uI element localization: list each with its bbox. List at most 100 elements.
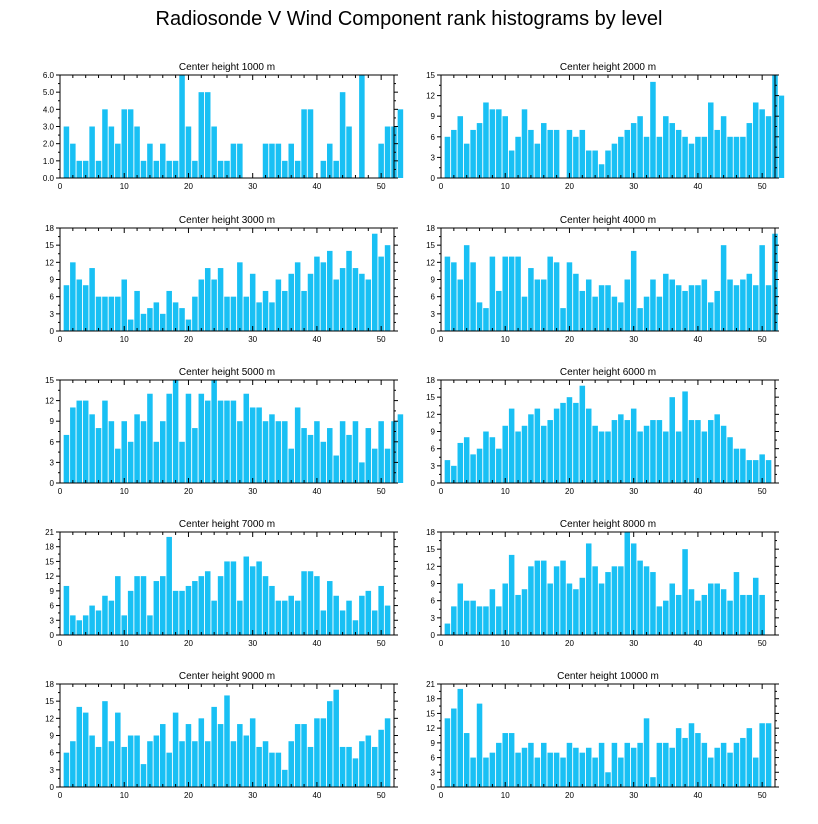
histogram-bar [359,75,365,178]
x-tick-label: 30 [248,639,257,648]
histogram-bar [463,600,470,635]
y-tick-label: 2.0 [43,140,55,149]
histogram-bar [185,724,192,787]
y-tick-label: 5.0 [43,88,55,97]
y-tick-label: 15 [426,71,435,80]
histogram-bar [579,385,586,483]
histogram-bar [102,296,108,331]
y-tick-label: 3 [431,768,436,777]
histogram-bar [566,583,573,635]
y-tick-label: 15 [45,697,54,706]
panel-title: Center height 1000 m [179,62,275,73]
histogram-bar [95,428,102,483]
histogram-bar [476,703,483,787]
histogram-bar [211,380,217,483]
histogram-bar [682,391,688,483]
histogram-bar [230,400,237,483]
x-tick-label: 20 [565,791,574,800]
histogram-bar [457,116,464,178]
histogram-bar [288,143,294,178]
histogram-bar [262,143,269,178]
histogram-bar [282,160,288,178]
y-tick-label: 21 [45,528,54,537]
histogram-bar [759,245,765,331]
histogram-bar [483,431,489,483]
histogram-bar [243,556,250,635]
histogram-bar [121,746,127,787]
histogram-bar [451,708,457,787]
y-tick-label: 6.0 [43,71,55,80]
histogram-bar [140,764,147,787]
histogram-bar [179,75,185,178]
histogram-bar [611,566,618,635]
histogram-bar [566,742,573,787]
histogram-bar [153,302,160,331]
histogram-bar [727,600,733,635]
y-tick-label: 0 [50,631,55,640]
histogram-bar [605,285,611,331]
histogram-bar [470,262,476,331]
histogram-bar [650,572,656,635]
histogram-bar [346,250,352,331]
histogram-bar [134,414,140,483]
histogram-bar [733,742,740,787]
histogram-bar [95,610,102,635]
histogram-bar [327,428,333,483]
histogram-chart: Center height 5000 m 0 10 20 30 40 50 0 3 6 9 12 15 [45,367,404,496]
x-tick-label: 30 [248,335,257,344]
histogram-bar [534,408,541,483]
histogram-bar [70,741,76,787]
y-tick-label: 6 [431,445,436,454]
panel-title: Center height 3000 m [179,215,275,226]
histogram-bar [320,262,327,331]
histogram-bar [579,129,586,178]
histogram-bar [204,741,211,787]
histogram-bar [528,268,534,331]
histogram-bar [172,380,179,483]
histogram-bar [217,576,224,635]
histogram-bar [579,290,586,331]
histogram-bar [515,136,521,178]
histogram-bar [451,465,457,483]
histogram-bar [384,448,391,483]
histogram-bar [102,701,108,787]
histogram-bar [82,160,89,178]
histogram-bar [476,606,483,635]
x-tick-label: 30 [248,182,257,191]
histogram-bar [714,583,720,635]
histogram-bar [515,752,521,787]
y-tick-label: 0 [50,327,55,336]
histogram-bar [720,116,727,178]
histogram-bar [695,420,701,483]
histogram-bar [339,610,346,635]
y-tick-label: 9 [431,276,436,285]
histogram-bar [592,150,598,178]
x-tick-label: 0 [58,791,63,800]
histogram-bar [166,393,172,483]
histogram-bar [288,741,294,787]
histogram-bar [663,600,669,635]
histogram-bar [108,296,115,331]
histogram-bar [140,421,147,483]
histogram-bar [378,421,384,483]
histogram-chart: Center height 3000 m 0 10 20 30 40 50 0 3 6 9 12 15 1… [45,215,398,344]
histogram-bar [727,752,733,787]
histogram-bar [656,136,663,178]
histogram-bar [669,123,675,178]
histogram-bar [541,742,547,787]
histogram-bar [371,233,378,331]
histogram-bar [701,136,708,178]
histogram-bar [127,590,134,635]
y-tick-label: 18 [45,543,54,552]
histogram-bar [457,442,464,483]
histogram-bar [95,746,102,787]
histogram-bar [765,285,772,331]
histogram-bar [496,448,502,483]
x-tick-label: 0 [58,487,63,496]
y-tick-label: 3 [50,458,55,467]
histogram-bar [352,620,359,635]
y-tick-label: 12 [426,258,435,267]
histogram-bar [307,273,314,331]
histogram-bar [483,606,489,635]
histogram-bar [198,393,205,483]
